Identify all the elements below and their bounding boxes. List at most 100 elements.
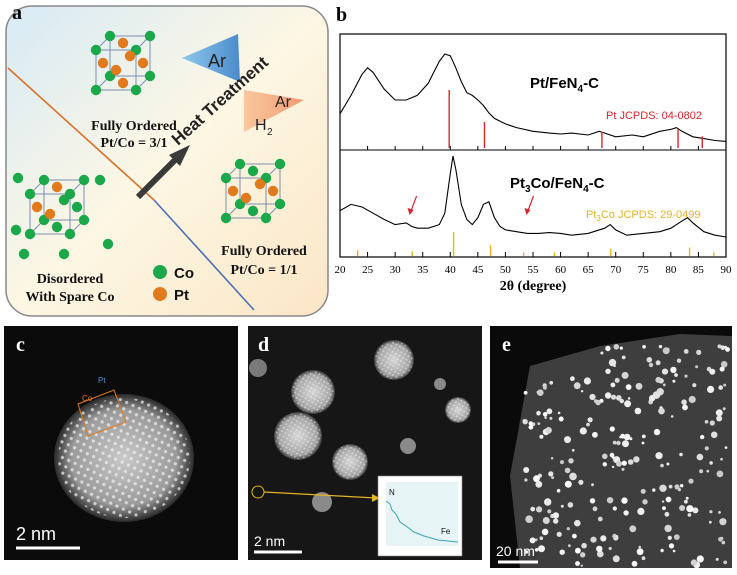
pt-nanoparticle [542, 517, 550, 524]
pt-nanoparticle [538, 545, 545, 553]
pt-nanoparticle [574, 519, 581, 527]
pt-nanoparticle [684, 499, 688, 504]
right-structure-label: Fully Ordered [221, 244, 307, 259]
pt-nanoparticle [673, 534, 680, 540]
pt-nanoparticle [670, 366, 677, 374]
top-ratio-label: Pt/Co = 3/1 [100, 136, 167, 151]
pt-nanoparticle [720, 361, 728, 368]
pt-nanoparticle [616, 440, 621, 446]
phase-divider-blue [153, 199, 255, 311]
peak-arrow [526, 195, 535, 213]
pt-nanoparticle [619, 346, 623, 350]
gas-ar2-label: Ar [275, 94, 292, 111]
pt-nanoparticle [552, 512, 560, 519]
lower-pattern-group [339, 155, 727, 256]
pt-nanoparticle [616, 395, 622, 401]
pt-nanoparticle [667, 535, 672, 540]
pt-nanoparticle [717, 344, 722, 349]
pt-nanoparticle [720, 345, 726, 350]
carbon-support [510, 334, 732, 568]
cube-disordered-left [24, 174, 90, 240]
pt-nanoparticle [688, 478, 694, 484]
nanoparticle-dots [522, 344, 730, 568]
left-structure-label-2: With Spare Co [26, 290, 115, 305]
pt-nanoparticle [528, 424, 534, 430]
pt-nanoparticle [709, 461, 713, 465]
pt-nanoparticle [660, 463, 664, 468]
pt-nanoparticle [662, 383, 666, 387]
panel-a-letter: a [12, 2, 22, 24]
pt-nanoparticle [658, 407, 665, 415]
x-tick-label: 40 [445, 264, 457, 276]
pt-nanoparticle [600, 535, 607, 542]
pt-nanoparticle [672, 549, 676, 553]
pt-nanoparticle [718, 511, 721, 514]
x-tick-label: 80 [665, 264, 677, 276]
x-tick-label: 50 [500, 264, 512, 276]
top-structure-label: Fully Ordered [91, 119, 177, 134]
pt-nanoparticle [683, 349, 689, 354]
pt-nanoparticle [627, 459, 634, 465]
gas-ar-label: Ar [208, 51, 226, 71]
heat-treatment-arrow [135, 152, 183, 200]
pt-nanoparticle [681, 399, 687, 405]
pt-nanoparticle [575, 547, 581, 554]
pt-nanoparticle [578, 479, 584, 485]
pt-nanoparticle [611, 394, 617, 400]
panel-b: b 20 25 30 35 40 45 50 55 60 65 70 75 80 85 90 Pt/FeN4… [330, 0, 735, 318]
pt-nanoparticle [590, 536, 597, 543]
pt-nanoparticle [556, 488, 561, 493]
pt-nanoparticle [695, 365, 699, 369]
pt-nanoparticle [676, 358, 682, 363]
pt-nanoparticle [523, 390, 528, 395]
pt-nanoparticle [611, 465, 615, 469]
pt-nanoparticle [536, 410, 541, 416]
pt-nanoparticle [549, 416, 553, 420]
pt-nanoparticle [646, 357, 653, 363]
eds-fe-label: Fe [441, 527, 451, 536]
pt-nanoparticle [575, 561, 580, 566]
pt-nanoparticle [533, 475, 540, 483]
pt-nanoparticle [548, 471, 554, 477]
pt-nanoparticle [622, 440, 629, 448]
pt-nanoparticle [679, 452, 683, 457]
pt-nanoparticle [664, 524, 672, 533]
pt-nanoparticle [570, 376, 575, 382]
pt-nanoparticle [715, 409, 723, 417]
pt-nanoparticle [530, 506, 536, 512]
x-tick-label: 55 [528, 264, 540, 276]
pt-nanoparticle [634, 407, 642, 415]
pt-nanoparticle [572, 533, 577, 539]
pt-nanoparticle [637, 507, 645, 515]
pt-nanoparticle [718, 537, 723, 542]
pt-nanoparticle [613, 344, 620, 350]
crystal-cubes [10, 30, 286, 260]
pt-nanoparticle [589, 393, 596, 401]
pt-nanoparticle [592, 506, 598, 512]
particle-image-c: Co Pt 2 nm [16, 376, 194, 550]
pt-nanoparticle [564, 467, 571, 474]
x-tick-label: 90 [721, 264, 733, 276]
pt-nanoparticle [662, 347, 670, 355]
pt-nanoparticle [704, 420, 709, 424]
x-tick-label: 25 [362, 264, 374, 276]
pt-nanoparticle [579, 427, 587, 435]
pt-nanoparticle [553, 518, 559, 524]
pt-nanoparticle [566, 527, 570, 531]
peak-arrow [410, 195, 418, 213]
series-pt3co-fen4c [339, 155, 727, 238]
pt-nanoparticle [719, 518, 727, 526]
pt-nanoparticle [606, 497, 614, 504]
pt-nanoparticle [716, 470, 724, 478]
pt-nanoparticle [687, 513, 692, 517]
xrd-plot-frame [339, 33, 727, 258]
pt-nanoparticle [551, 476, 555, 480]
eds-pointer-line [263, 491, 377, 499]
pt-nanoparticle [659, 484, 667, 492]
pt-nanoparticle [661, 500, 665, 503]
overlay-pt-label: Pt [98, 376, 106, 385]
x-axis-label: 2θ (degree) [500, 279, 567, 294]
panel-c: Co Pt 2 nm c [4, 326, 238, 560]
x-tick-label: 70 [610, 264, 622, 276]
pt-nanoparticle [704, 446, 709, 451]
